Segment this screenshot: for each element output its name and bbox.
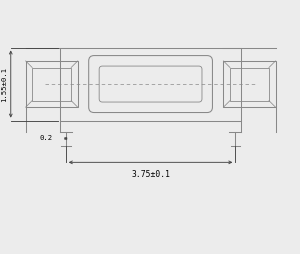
Bar (32, 68, 71, 101)
Bar (60, 47, 241, 121)
Bar (230, 68, 269, 101)
Text: 3.75±0.1: 3.75±0.1 (131, 170, 170, 179)
Text: 0.2: 0.2 (40, 135, 53, 141)
Bar (224, 61, 275, 107)
Text: 1.55±0.1: 1.55±0.1 (1, 67, 7, 102)
Bar (26, 61, 78, 107)
